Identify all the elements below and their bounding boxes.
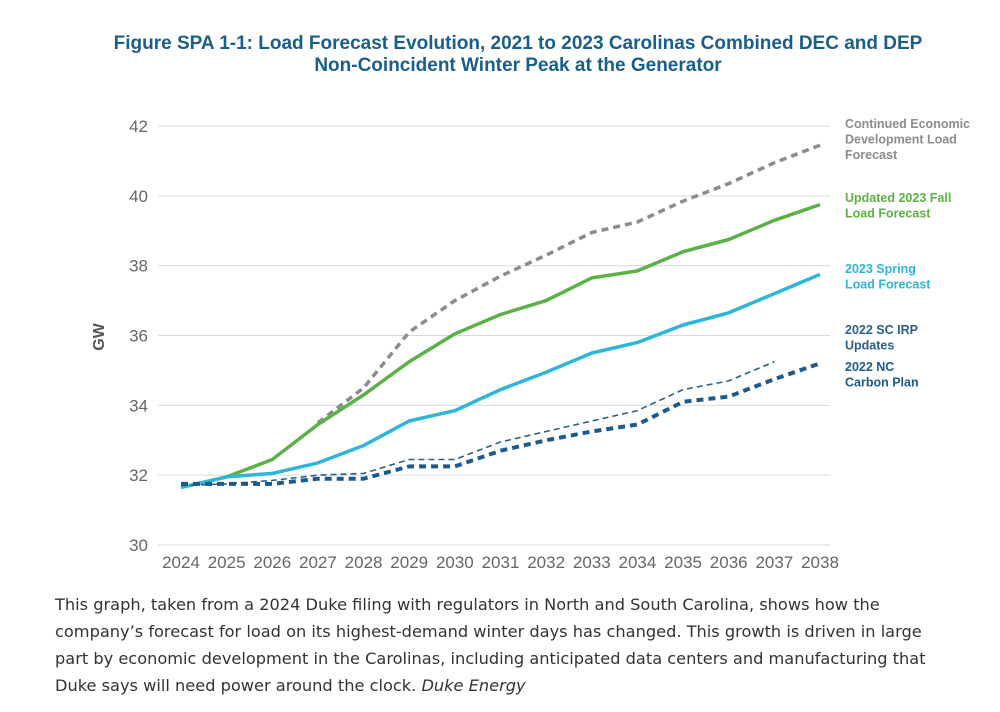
legend-entry: Updated 2023 Fall (845, 191, 951, 205)
y-tick-label: 32 (129, 466, 148, 485)
chart-title-line-1: Figure SPA 1-1: Load Forecast Evolution,… (114, 33, 923, 54)
y-tick-label: 34 (129, 396, 148, 415)
y-tick-label: 38 (129, 257, 148, 276)
x-tick-label: 2036 (710, 553, 748, 572)
y-tick-label: 30 (129, 536, 148, 555)
y-tick-label: 40 (129, 187, 148, 206)
legend: Continued Economic Development LoadForeca… (845, 117, 970, 390)
chart-title-line-2: Non-Coincident Winter Peak at the Genera… (314, 55, 722, 76)
x-tick-labels: 2024 2025 2026 2027 2028 2029 2030 2031 2032 2033… (162, 553, 839, 572)
x-tick-label: 2025 (208, 553, 246, 572)
series-lines (180, 143, 821, 490)
figure-caption: This graph, taken from a 2024 Duke filin… (55, 591, 955, 699)
legend-entry: 2022 SC IRP (845, 323, 918, 337)
series-line (316, 143, 821, 425)
series-line (180, 272, 821, 490)
x-tick-label: 2030 (436, 553, 474, 572)
x-tick-label: 2027 (299, 553, 337, 572)
x-tick-label: 2037 (755, 553, 793, 572)
series-line (180, 202, 821, 490)
x-tick-label: 2033 (573, 553, 611, 572)
legend-entry: Load Forecast (845, 207, 931, 221)
series-line (180, 360, 775, 487)
y-tick-label: 36 (129, 327, 148, 346)
x-tick-label: 2028 (345, 553, 383, 572)
x-tick-label: 2035 (664, 553, 702, 572)
legend-entry: Forecast (845, 148, 898, 162)
x-tick-label: 2026 (253, 553, 291, 572)
legend-entry: 2022 NC (845, 360, 894, 374)
caption-text: This graph, taken from a 2024 Duke filin… (55, 595, 926, 695)
caption-credit: Duke Energy (421, 676, 526, 695)
x-tick-label: 2029 (390, 553, 428, 572)
x-tick-label: 2038 (801, 553, 839, 572)
legend-entry: Load Forecast (845, 278, 931, 292)
legend-entry: Carbon Plan (845, 376, 919, 390)
line-chart: Figure SPA 1-1: Load Forecast Evolution,… (91, 33, 970, 572)
x-tick-label: 2032 (527, 553, 565, 572)
y-tick-labels: 30 32 34 36 38 40 42 (129, 117, 148, 555)
legend-entry: Continued Economic (845, 117, 970, 131)
series-line (181, 361, 821, 486)
legend-entry: Updates (845, 339, 894, 353)
x-tick-label: 2031 (482, 553, 520, 572)
legend-entry: 2023 Spring (845, 262, 916, 276)
y-axis-label: GW (91, 322, 108, 350)
x-tick-label: 2024 (162, 553, 200, 572)
x-tick-label: 2034 (619, 553, 657, 572)
y-tick-label: 42 (129, 117, 148, 136)
legend-entry: Development Load (845, 133, 957, 147)
